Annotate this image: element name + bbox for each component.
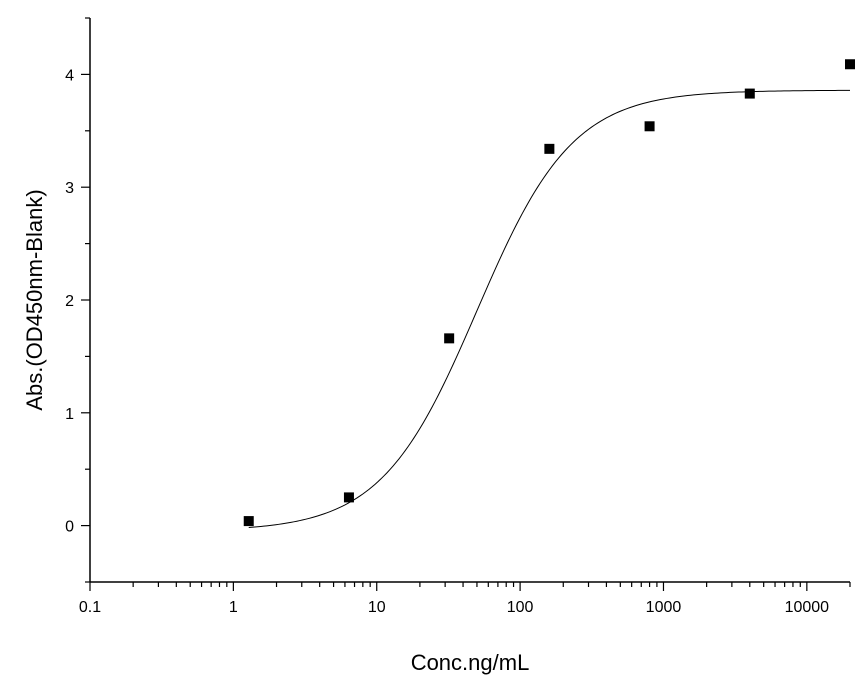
y-tick-label: 0 bbox=[65, 519, 74, 536]
x-tick-label: 0.1 bbox=[79, 599, 101, 616]
x-tick-label: 10000 bbox=[785, 599, 830, 616]
data-point bbox=[644, 121, 655, 132]
x-tick-label: 1000 bbox=[646, 599, 682, 616]
y-ticks: 0 1 2 3 4 bbox=[65, 17, 90, 583]
x-tick-label: 10 bbox=[368, 599, 386, 616]
y-axis-label: Abs.(OD450nm-Blank) bbox=[22, 189, 47, 410]
y-tick-label: 1 bbox=[65, 406, 74, 423]
y-tick-label: 2 bbox=[65, 293, 74, 310]
x-axis-label: Conc.ng/mL bbox=[411, 650, 530, 675]
y-tick-label: 3 bbox=[65, 180, 74, 197]
data-point bbox=[444, 333, 455, 344]
data-point bbox=[243, 516, 254, 527]
data-point bbox=[343, 492, 354, 503]
fit-curve bbox=[248, 89, 851, 529]
x-tick-label: 100 bbox=[507, 599, 534, 616]
y-tick-label: 4 bbox=[65, 67, 74, 84]
x-ticks: 0.1 1 10 100 1000 10000 bbox=[79, 582, 851, 616]
data-point bbox=[744, 88, 755, 99]
data-point bbox=[845, 59, 855, 70]
data-points bbox=[243, 59, 855, 527]
x-tick-label: 1 bbox=[229, 599, 238, 616]
data-point bbox=[544, 143, 555, 154]
